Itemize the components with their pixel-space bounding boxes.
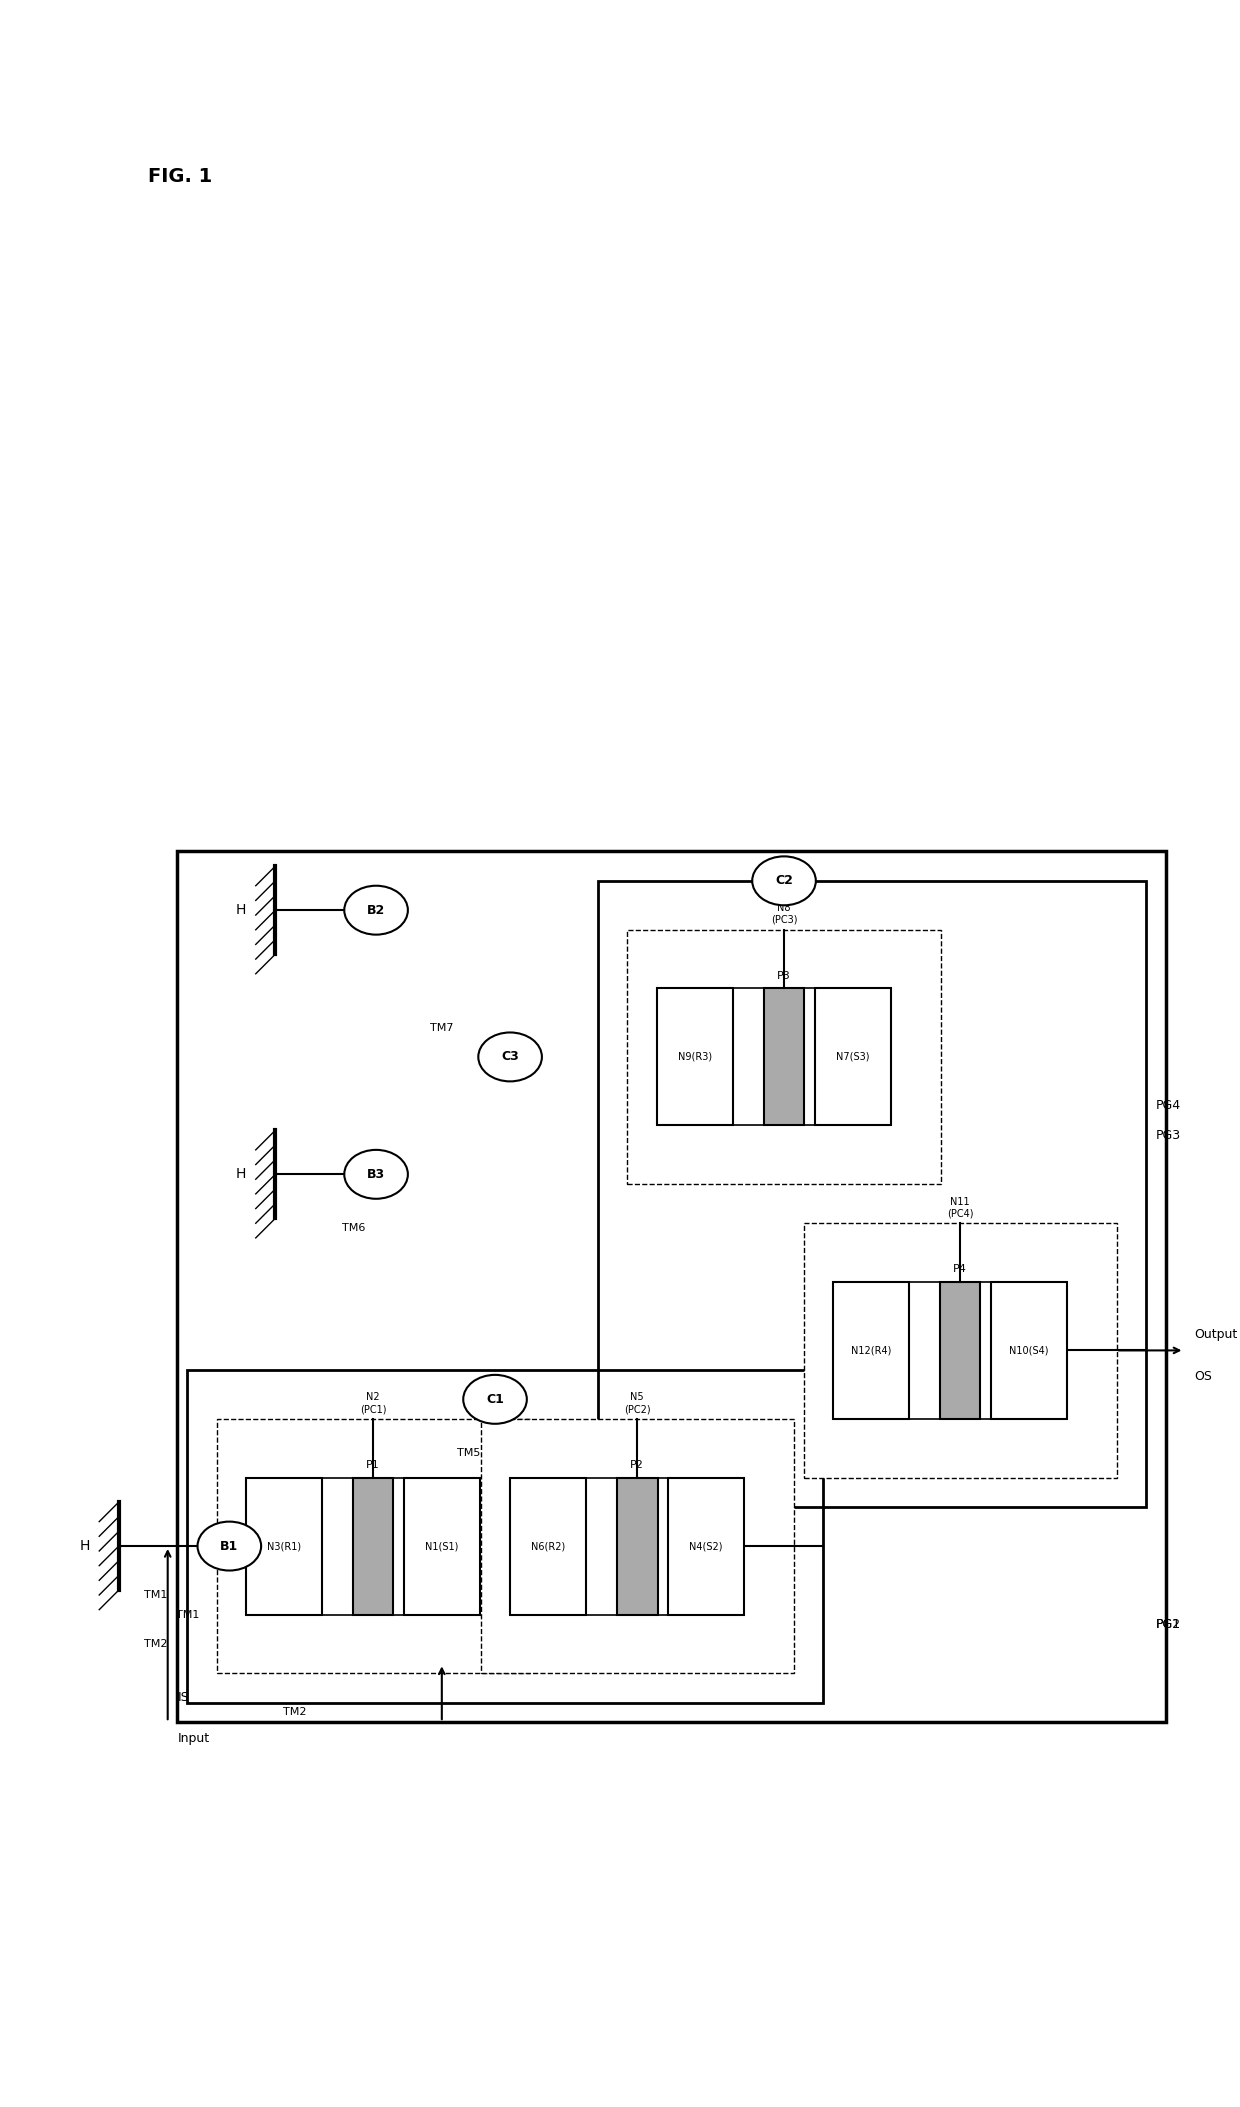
- Bar: [481, 1418, 794, 1673]
- Text: TM1: TM1: [144, 1591, 167, 1599]
- Text: C1: C1: [486, 1393, 503, 1405]
- Text: N4(S2): N4(S2): [689, 1540, 723, 1551]
- Text: TM6: TM6: [342, 1224, 366, 1233]
- Bar: [668, 1477, 744, 1614]
- Text: TM2: TM2: [283, 1707, 306, 1717]
- Bar: [404, 1477, 480, 1614]
- Text: H: H: [236, 1167, 247, 1182]
- Bar: [598, 881, 1146, 1507]
- Text: Input: Input: [177, 1732, 210, 1745]
- Text: PG2: PG2: [1156, 1618, 1180, 1631]
- Text: H: H: [79, 1538, 89, 1553]
- Text: TM1: TM1: [176, 1610, 198, 1620]
- Bar: [246, 1477, 322, 1614]
- Text: TM2: TM2: [144, 1639, 167, 1650]
- Ellipse shape: [464, 1376, 527, 1424]
- Text: PG3: PG3: [1156, 1129, 1180, 1142]
- Bar: [804, 1224, 1117, 1477]
- Text: FIG. 1: FIG. 1: [148, 166, 212, 185]
- Text: OS: OS: [1194, 1370, 1211, 1382]
- Bar: [764, 988, 805, 1125]
- Ellipse shape: [479, 1032, 542, 1081]
- Bar: [618, 1477, 657, 1614]
- Bar: [217, 1418, 529, 1673]
- Text: N9(R3): N9(R3): [678, 1051, 712, 1062]
- Ellipse shape: [345, 1150, 408, 1199]
- Text: H: H: [236, 904, 247, 917]
- Text: P4: P4: [954, 1264, 967, 1275]
- Bar: [510, 1477, 587, 1614]
- Text: N7(S3): N7(S3): [836, 1051, 869, 1062]
- Text: N8
(PC3): N8 (PC3): [771, 904, 797, 925]
- Text: PG4: PG4: [1156, 1100, 1180, 1112]
- Text: TM7: TM7: [430, 1022, 454, 1032]
- Text: B1: B1: [221, 1540, 238, 1553]
- Text: P3: P3: [777, 971, 791, 980]
- Bar: [177, 851, 1166, 1721]
- Text: N12(R4): N12(R4): [851, 1346, 892, 1355]
- Bar: [940, 1281, 981, 1418]
- Text: P1: P1: [366, 1460, 379, 1471]
- Text: Output: Output: [1194, 1327, 1238, 1340]
- Text: N1(S1): N1(S1): [425, 1540, 459, 1551]
- Text: TM5: TM5: [458, 1448, 480, 1458]
- Text: N6(R2): N6(R2): [531, 1540, 565, 1551]
- Bar: [353, 1477, 393, 1614]
- Text: N3(R1): N3(R1): [267, 1540, 301, 1551]
- Text: PG1: PG1: [1156, 1618, 1180, 1631]
- Bar: [627, 929, 941, 1184]
- Ellipse shape: [753, 855, 816, 906]
- Text: N2
(PC1): N2 (PC1): [360, 1393, 387, 1414]
- Text: C2: C2: [775, 874, 792, 887]
- Text: IS: IS: [177, 1692, 190, 1705]
- Text: C3: C3: [501, 1051, 520, 1064]
- Bar: [815, 988, 890, 1125]
- Bar: [187, 1370, 823, 1702]
- Text: B3: B3: [367, 1167, 386, 1180]
- Text: B2: B2: [367, 904, 386, 917]
- Bar: [833, 1281, 909, 1418]
- Text: P2: P2: [630, 1460, 645, 1471]
- Bar: [991, 1281, 1066, 1418]
- Text: N5
(PC2): N5 (PC2): [624, 1393, 651, 1414]
- Bar: [657, 988, 733, 1125]
- Ellipse shape: [197, 1521, 262, 1570]
- Ellipse shape: [345, 885, 408, 936]
- Text: N11
(PC4): N11 (PC4): [947, 1197, 973, 1218]
- Text: N10(S4): N10(S4): [1009, 1346, 1049, 1355]
